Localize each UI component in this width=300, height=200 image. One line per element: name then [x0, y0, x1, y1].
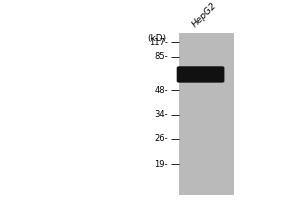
- Text: 26-: 26-: [154, 134, 168, 143]
- Text: 19-: 19-: [154, 160, 168, 169]
- Text: 34-: 34-: [154, 110, 168, 119]
- Text: 85-: 85-: [154, 52, 168, 61]
- Text: (kD): (kD): [147, 34, 167, 43]
- FancyBboxPatch shape: [177, 66, 224, 83]
- Text: HepG2: HepG2: [190, 1, 218, 29]
- Text: 48-: 48-: [154, 86, 168, 95]
- Bar: [178, 33, 234, 195]
- Text: 117-: 117-: [149, 38, 168, 47]
